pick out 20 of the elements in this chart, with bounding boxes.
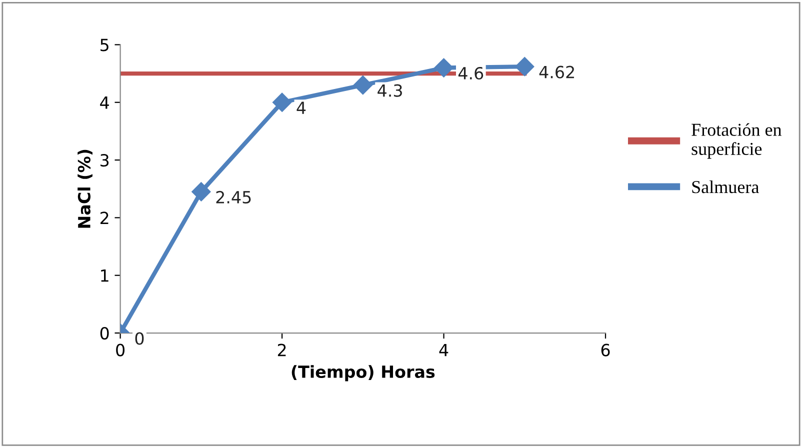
y-tick-label: 4	[100, 96, 109, 109]
x-axis-title: (Tiempo) Horas	[292, 365, 435, 382]
y-tick-label: 1	[101, 270, 108, 282]
legend-label: Salmuera	[692, 180, 759, 194]
data-label: 4.6	[458, 66, 484, 80]
y-tick-label: 3	[100, 154, 109, 167]
x-tick-label: 2	[278, 344, 286, 356]
data-label: 2.45	[216, 190, 251, 204]
y-tick-label: 2	[100, 212, 108, 224]
data-label: 4.3	[378, 84, 402, 97]
data-label: 4	[296, 102, 306, 114]
x-tick-label: 4	[439, 344, 448, 356]
y-tick-label: 5	[100, 38, 108, 52]
legend-label: Frotación en superficie	[692, 123, 782, 159]
y-tick-label: 0	[100, 326, 109, 340]
x-tick-label: 0	[116, 344, 124, 356]
x-tick-label: 6	[601, 344, 610, 356]
data-label: 0	[135, 332, 144, 345]
y-axis-title: NaCl (%)	[78, 150, 92, 228]
data-label: 4.62	[539, 66, 574, 78]
